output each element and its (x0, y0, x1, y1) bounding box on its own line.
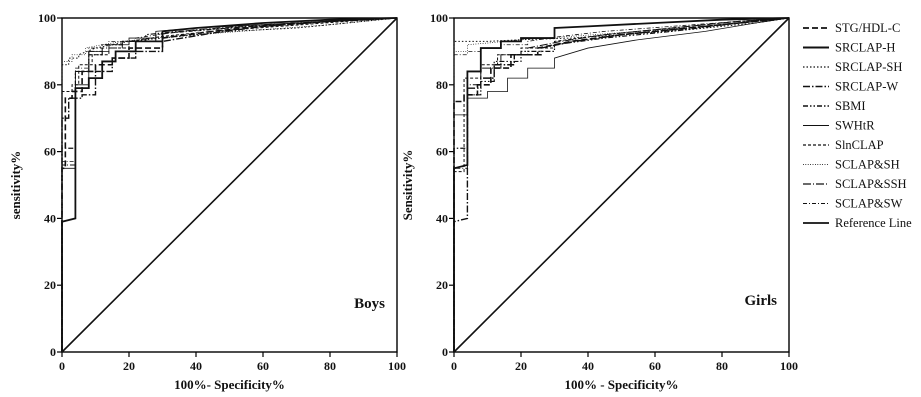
x-tick-label: 100 (780, 359, 798, 373)
x-tick-label: 100 (388, 359, 406, 373)
x-tick-label: 60 (649, 359, 661, 373)
legend-label: STG/HDL-C (835, 21, 900, 35)
x-tick-label: 40 (190, 359, 202, 373)
y-tick-label: 0 (50, 345, 56, 359)
x-tick-label: 20 (515, 359, 527, 373)
series-line-sclap-and-sh (453, 17, 790, 352)
y-tick-label: 40 (436, 211, 448, 225)
y-tick-label: 60 (44, 145, 56, 159)
x-tick-label: 40 (582, 359, 594, 373)
x-tick-label: 60 (257, 359, 269, 373)
x-axis-title: 100%- Specificity% (174, 377, 285, 392)
legend-label: SBMI (835, 99, 866, 113)
x-tick-label: 20 (123, 359, 135, 373)
series-line-sclap-and-sw (61, 17, 398, 352)
legend-label: SCLAP&SH (835, 158, 900, 172)
y-tick-label: 20 (436, 278, 448, 292)
series-line-sclap-and-sw (453, 17, 790, 352)
panel-label: Boys (354, 296, 385, 312)
series-line-sclap-and-ssh (453, 17, 790, 352)
legend-item-reference-line: Reference Line (803, 216, 912, 230)
panel-label: Girls (745, 293, 778, 309)
x-tick-label: 0 (451, 359, 457, 373)
boys-roc-panel: 0 20 40 60 80 100 0 20 40 60 80 100 100%- Specificit… (8, 11, 406, 392)
series-line-reference-line (453, 17, 790, 353)
series-line-srclap-w (453, 17, 790, 352)
x-tick-label: 80 (324, 359, 336, 373)
legend-item-sclap-and-sw: SCLAP&SW (803, 197, 903, 211)
y-tick-label: 100 (38, 11, 56, 25)
legend-item-srclap-h: SRCLAP-H (803, 41, 895, 55)
legend-label: SlnCLAP (835, 138, 884, 152)
y-tick-label: 60 (436, 145, 448, 159)
legend-item-swhtr: SWHtR (803, 119, 875, 133)
y-tick-label: 0 (442, 345, 448, 359)
legend-label: SRCLAP-W (835, 80, 898, 94)
series-line-slnclap (61, 17, 398, 352)
x-tick-label: 80 (716, 359, 728, 373)
legend-label: SRCLAP-H (835, 41, 895, 55)
y-tick-label: 20 (44, 278, 56, 292)
x-tick-label: 0 (59, 359, 65, 373)
series-line-stg-hdl-c (61, 17, 398, 352)
legend-item-srclap-sh: SRCLAP-SH (803, 60, 902, 74)
legend-label: SCLAP&SW (835, 197, 903, 211)
y-tick-label: 100 (430, 11, 448, 25)
series-line-srclap-sh (61, 17, 398, 352)
legend: STG/HDL-C SRCLAP-H SRCLAP-SH SRCLAP-W SBMI SW… (803, 21, 912, 230)
legend-label: SCLAP&SSH (835, 177, 907, 191)
series-line-reference-line (61, 17, 398, 353)
girls-roc-panel: 0 20 40 60 80 100 0 20 40 60 80 100 100% - Specifici… (400, 11, 798, 392)
series-line-sbmi (453, 17, 790, 352)
y-tick-label: 40 (44, 211, 56, 225)
legend-item-sbmi: SBMI (803, 99, 866, 113)
x-axis-title: 100% - Specificity% (564, 377, 678, 392)
legend-item-sclap-and-ssh: SCLAP&SSH (803, 177, 907, 191)
legend-item-sclap-and-sh: SCLAP&SH (803, 158, 900, 172)
legend-item-stg-hdl-c: STG/HDL-C (803, 21, 900, 35)
legend-label: Reference Line (835, 216, 912, 230)
y-tick-label: 80 (44, 78, 56, 92)
legend-item-srclap-w: SRCLAP-W (803, 80, 898, 94)
series-line-sclap-and-ssh (61, 17, 398, 352)
y-tick-label: 80 (436, 78, 448, 92)
legend-item-slnclap: SlnCLAP (803, 138, 884, 152)
series-line-sclap-and-sh (61, 17, 398, 352)
y-axis-title: sensitivity% (8, 151, 23, 220)
legend-label: SRCLAP-SH (835, 60, 902, 74)
y-axis-title: Sensitivity% (400, 150, 415, 221)
legend-label: SWHtR (835, 119, 875, 133)
